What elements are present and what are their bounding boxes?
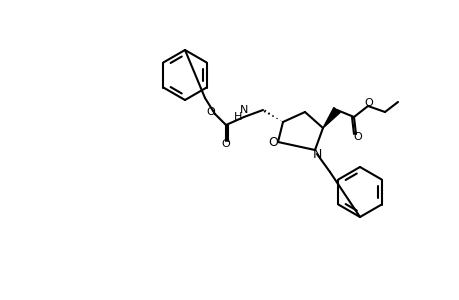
Text: O: O	[221, 139, 230, 149]
Text: O: O	[268, 136, 277, 148]
Text: O: O	[206, 107, 215, 117]
Polygon shape	[322, 107, 339, 128]
Text: O: O	[353, 132, 362, 142]
Text: N: N	[239, 105, 248, 115]
Text: N: N	[312, 148, 321, 160]
Text: H: H	[233, 112, 241, 122]
Text: O: O	[364, 98, 373, 108]
